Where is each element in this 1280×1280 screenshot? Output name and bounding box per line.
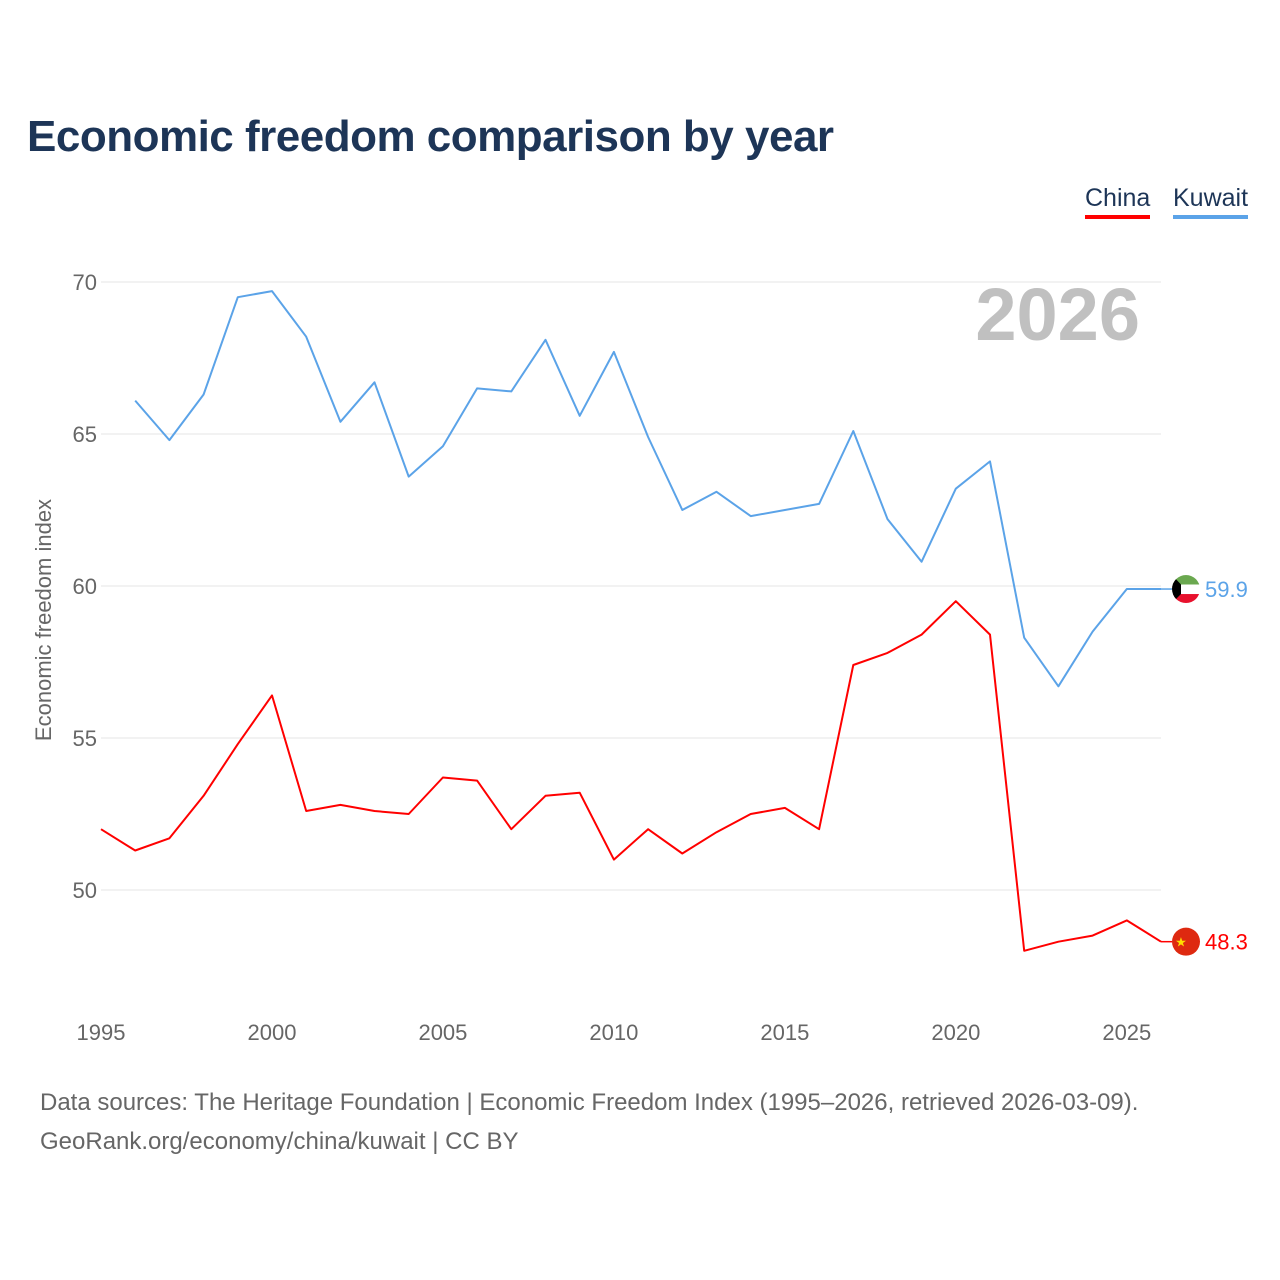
year-label: 2026 (975, 273, 1140, 356)
footer-link[interactable]: GeoRank.org/economy/china/kuwait | CC BY (40, 1128, 519, 1155)
y-tick-label: 65 (73, 422, 97, 447)
x-tick-label: 2010 (589, 1020, 638, 1045)
flag-bg (1172, 927, 1200, 956)
x-tick-label: 2005 (418, 1020, 467, 1045)
flag-red (1172, 594, 1200, 604)
end-value-label: 48.3 (1205, 930, 1248, 955)
y-tick-label: 60 (73, 574, 97, 599)
x-tick-label: 2020 (931, 1020, 980, 1045)
flag-green (1172, 575, 1200, 585)
series-line-china (100, 600, 1162, 952)
flag-star: ★ (1175, 935, 1187, 950)
footer-sources: Data sources: The Heritage Foundation | … (40, 1089, 1139, 1116)
y-tick-label: 70 (73, 270, 97, 295)
x-tick-label: 2000 (247, 1020, 296, 1045)
flag-black (1172, 575, 1181, 604)
end-value-label: 59.9 (1205, 577, 1248, 602)
legend-china[interactable]: China (1085, 184, 1151, 219)
y-tick-label: 50 (73, 878, 97, 903)
y-axis-label: Economic freedom index (31, 499, 56, 741)
x-tick-label: 2025 (1102, 1020, 1151, 1045)
x-tick-label: 2015 (760, 1020, 809, 1045)
kuwait-flag-icon (1172, 575, 1200, 604)
flag-stripes (1172, 575, 1200, 604)
flag-white (1172, 584, 1200, 595)
y-tick-label: 55 (73, 726, 97, 751)
china-flag-icon: ★ (1172, 927, 1200, 956)
chart-title: Economic freedom comparison by year (27, 112, 834, 161)
legend-kuwait[interactable]: Kuwait (1173, 184, 1249, 219)
x-tick-label: 1995 (77, 1020, 126, 1045)
series-line-kuwait (134, 290, 1161, 688)
